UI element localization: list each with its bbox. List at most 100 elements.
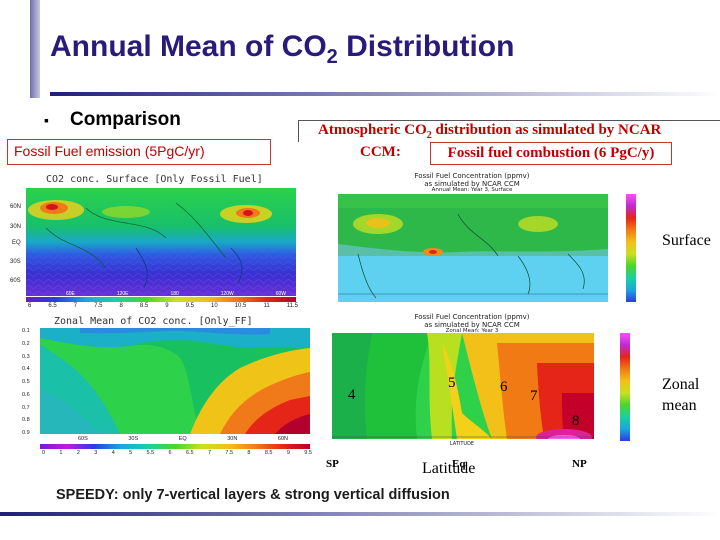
zone-number-5: 5 — [448, 375, 456, 391]
sigma-0-7: 0.7 — [22, 404, 30, 411]
ncar-surface-panel: Fossil Fuel Concentration (ppmv) as simu… — [322, 172, 652, 302]
latitude-label: Latitude — [422, 460, 476, 477]
zonal-lat-ticks: 60S 30S EQ 30N 60N — [78, 436, 288, 442]
ncar-zonal-title-2: as simulated by NCAR CCM — [424, 321, 520, 329]
zone-number-4: 4 — [348, 387, 356, 403]
zone-number-7: 7 — [530, 388, 538, 404]
sigma-0-2: 0.2 — [22, 340, 30, 347]
title-subscript: 2 — [326, 46, 338, 68]
sp-label: SP — [326, 458, 339, 470]
cbar-8: 8 — [119, 303, 123, 309]
speedy-zonal-plot — [40, 328, 310, 434]
cbar-10: 10 — [211, 303, 218, 309]
sigma-0-9: 0.9 — [22, 430, 30, 436]
lon-tick-60e: 60E — [66, 291, 75, 297]
lat-tick-30n: 30N — [10, 224, 22, 230]
zone-number-6: 6 — [500, 379, 508, 395]
zcb-6: 6 — [168, 450, 172, 456]
ncar-surface-colorbar — [626, 194, 636, 302]
ncar-surface-title-1: Fossil Fuel Concentration (ppmv) — [414, 172, 530, 180]
zcb-8: 8 — [247, 450, 251, 456]
ncar-surface-title-2: as simulated by NCAR CCM — [424, 180, 520, 188]
speedy-surface-map — [26, 188, 296, 296]
lon-tick-120e: 120E — [116, 291, 129, 297]
zcb-0: 0 — [42, 450, 46, 456]
ncar-bracket — [298, 120, 720, 142]
lon-tick-180: 180 — [170, 291, 179, 297]
sigma-0-4: 0.4 — [22, 366, 30, 373]
sigma-ticks: 0.1 0.2 0.3 0.4 0.5 0.6 0.7 0.8 0.9 — [22, 328, 38, 436]
zonal-cbar-labels: 0 1 2 3 4 5 5.5 6 6.5 7 7.5 8 8.5 9 9.5 — [42, 450, 312, 456]
lon-ticks: 60E 120E 180 120W 60W — [66, 291, 286, 297]
cbar-10-5: 10.5 — [234, 303, 247, 309]
ncar-zonal-panel: Fossil Fuel Concentration (ppmv) as simu… — [322, 313, 652, 453]
ncar-caption: Atmospheric CO2 distribution as simulate… — [318, 121, 718, 145]
fossil-fuel-emission-box: Fossil Fuel emission (5PgC/yr) — [7, 139, 271, 165]
zcb-3: 3 — [94, 450, 98, 456]
ncar-zonal-title-1: Fossil Fuel Concentration (ppmv) — [414, 313, 530, 321]
title-main: Annual Mean of CO — [50, 30, 327, 63]
sigma-0-1: 0.1 — [22, 328, 30, 334]
sigma-0-6: 0.6 — [22, 391, 30, 398]
lat-tick-eq: EQ — [12, 240, 21, 246]
ncar-zonal-axis-caption: LATITUDE — [449, 441, 475, 447]
zone-number-8: 8 — [572, 413, 580, 429]
ncar-caption-b: distribution as simulated by NCAR — [431, 122, 662, 138]
zlat-60s: 60S — [78, 436, 88, 442]
title-rest: Distribution — [337, 30, 515, 63]
surface-label: Surface — [662, 232, 711, 249]
cbar-7-5: 7.5 — [94, 303, 103, 309]
speedy-surface-colorbar — [26, 297, 296, 302]
speedy-zonal-colorbar — [40, 444, 310, 449]
speedy-surface-panel: CO2 conc. Surface [Only Fossil Fuel] 60N… — [8, 172, 298, 314]
ncar-zonal-title-3: Zonal Mean: Year 3 — [445, 328, 499, 334]
lat-tick-60s: 60S — [10, 278, 21, 284]
cbar-6: 6 — [28, 303, 32, 309]
lon-tick-120w: 120W — [220, 291, 234, 297]
ncar-surface-map — [338, 194, 608, 302]
cbar-11-5: 11.5 — [286, 303, 298, 309]
speedy-zonal-title: Zonal Mean of CO2 conc. [Only_FF] — [54, 316, 253, 327]
cbar-6-5: 6.5 — [48, 303, 57, 309]
cbar-7: 7 — [73, 303, 78, 309]
zlat-eq: EQ — [178, 436, 187, 442]
np-label: NP — [572, 458, 587, 470]
left-accent-bar — [30, 0, 40, 98]
slide-title: Annual Mean of CO2 Distribution — [50, 30, 514, 69]
zcb-4: 4 — [111, 450, 115, 456]
zlat-30n: 30N — [227, 436, 238, 442]
cbar-9: 9 — [165, 303, 169, 309]
cbar-9-5: 9.5 — [185, 303, 194, 309]
comparison-heading: Comparison — [70, 109, 181, 130]
title-underline — [50, 92, 720, 96]
sigma-0-8: 0.8 — [22, 417, 30, 424]
zonal-label-line1: Zonal — [662, 376, 700, 393]
sigma-0-3: 0.3 — [22, 353, 30, 360]
ncar-zonal-plot — [332, 333, 594, 439]
cbar-11: 11 — [263, 303, 270, 309]
cbar-8-5: 8.5 — [139, 303, 149, 309]
sigma-0-5: 0.5 — [22, 379, 30, 385]
zcb-7: 7 — [207, 450, 212, 456]
zcb-6-5: 6.5 — [185, 450, 194, 456]
zcb-5-5: 5.5 — [146, 450, 155, 456]
eq-label: Eq — [452, 458, 466, 470]
zlat-60n: 60N — [277, 436, 288, 442]
bullet-icon: ▪ — [44, 112, 49, 128]
footer-note: SPEEDY: only 7-vertical layers & strong … — [56, 487, 450, 503]
zlat-30s: 30S — [128, 436, 139, 442]
lat-tick-30s: 30S — [10, 259, 21, 265]
ncar-caption-a: Atmospheric CO — [318, 122, 427, 138]
speedy-cbar-labels: 6 6.5 7 7.5 8 8.5 9 9.5 10 10.5 11 11.5 — [28, 303, 298, 309]
zcb-1: 1 — [59, 450, 63, 456]
ncar-zonal-colorbar — [620, 333, 630, 441]
zcb-9: 9 — [286, 450, 290, 456]
lon-tick-60w: 60W — [275, 291, 286, 297]
lat-tick-60n: 60N — [10, 204, 22, 210]
zcb-5: 5 — [129, 450, 133, 456]
zcb-2: 2 — [76, 450, 80, 456]
zcb-7-5: 7.5 — [225, 450, 234, 456]
bottom-rule — [0, 512, 720, 516]
fossil-fuel-combustion-box: Fossil fuel combustion (6 PgC/y) — [430, 142, 672, 165]
zcb-8-5: 8.5 — [264, 450, 273, 456]
